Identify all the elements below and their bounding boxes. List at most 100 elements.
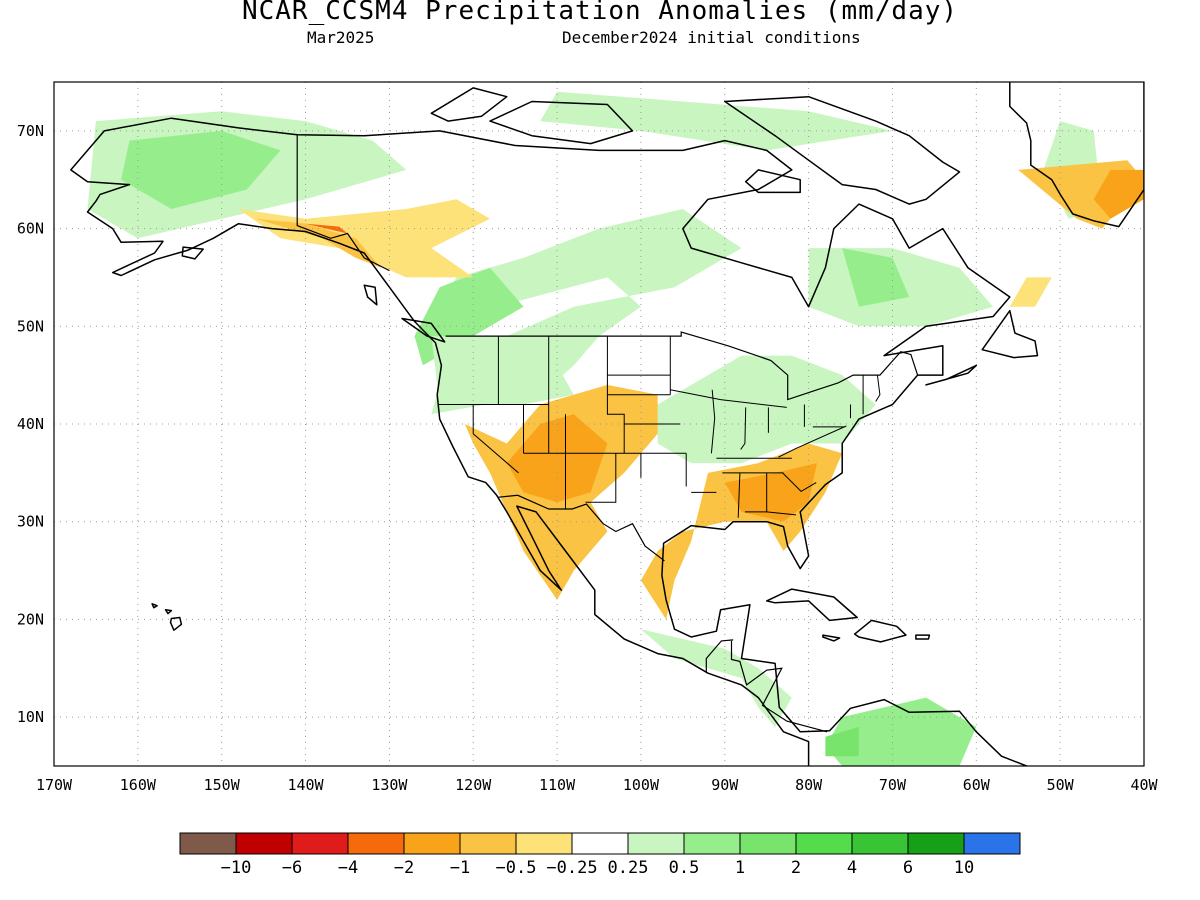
lon-tick-label: 40W [1130,776,1158,794]
state-border [875,375,881,402]
anomaly-shading [87,91,1144,766]
lat-tick-label: 30N [17,513,44,531]
state-border [710,389,716,454]
anomaly-region-22 [1009,277,1052,307]
colorbar-label: 1 [735,858,745,878]
lat-tick-label: 70N [17,122,44,140]
lon-tick-label: 100W [623,776,660,794]
lon-tick-label: 140W [287,776,324,794]
lat-tick-label: 10N [17,708,44,726]
colorbar-swatch [739,832,797,855]
coastline-puerto-rico [915,634,931,640]
colorbar-swatch [963,832,1021,855]
mexico-guatemala-border [705,639,734,673]
anomaly-region-13 [238,199,490,278]
colorbar-label: 0.25 [608,858,649,878]
page-title: NCAR_CCSM4 Precipitation Anomalies (mm/d… [241,0,959,26]
anomaly-region-19 [724,463,817,522]
coastline-kodiak-island [181,246,204,260]
colorbar-label: 10 [954,858,974,878]
state-border [740,407,747,450]
lat-tick-label: 40N [17,415,44,433]
colorbar-swatch [179,832,237,855]
coastline-nova-scotia [925,364,978,386]
latitude-tick-labels: 10N 20N 30N 40N 50N 60N 70N [17,122,44,726]
colorbar-label: −10 [221,858,252,878]
colorbar-label: −4 [338,858,358,878]
state-border [778,425,847,458]
coastlines [70,82,1144,766]
state-border [670,389,787,408]
colorbar-label: 2 [791,858,801,878]
colorbar-swatch [795,832,853,855]
colorbar-label: −0.25 [546,858,597,878]
lon-tick-label: 150W [204,776,241,794]
colorbar-label: 4 [847,858,857,878]
coastline-newfoundland [981,309,1039,359]
coastline-jamaica [822,634,841,642]
coastline-victoria-island [489,100,634,145]
coastline-oahu [151,603,158,609]
lat-tick-label: 20N [17,610,44,628]
state-border [766,511,797,516]
anomaly-region-1 [121,130,281,209]
coastline-hispaniola [853,619,907,643]
colorbar-swatch [571,832,629,855]
map-frame [53,81,1145,767]
anomaly-region-10 [825,726,859,757]
lat-tick-label: 60N [17,220,44,238]
political-borders [296,134,919,733]
coastline-haida-gwaii [363,284,378,306]
lon-tick-label: 110W [539,776,576,794]
colorbar-swatch [291,832,349,855]
us-canada-border [445,331,919,401]
longitude-tick-labels: 170W 160W 150W 140W 130W 120W 110W 100W 90W 80W 70… [36,776,1159,794]
coastline-vancouver-island [401,317,446,343]
coastline-cuba [765,588,858,622]
colorbar-label: −0.5 [496,858,537,878]
alaska-canada-border [296,134,390,272]
coastline-hawaii-big-island [169,616,183,631]
coastline-north-america-mainland [70,117,1028,766]
colorbar-swatch [851,832,909,855]
us-mexico-border [497,494,665,562]
lon-tick-label: 80W [795,776,823,794]
colorbar-label: 6 [903,858,913,878]
lon-tick-label: 50W [1047,776,1075,794]
anomaly-region-4 [431,336,574,405]
lon-tick-label: 90W [711,776,739,794]
colorbar-swatch [347,832,405,855]
colorbar: −10 −6 −4 −2 −1 −0.5 −0.25 0.25 0.5 1 2 4 6 10 [179,832,1021,878]
coastline-maui [164,608,173,615]
colorbar-swatch [403,832,461,855]
coastline-banks-island [430,87,508,122]
initial-conditions: December2024 initial conditions [562,28,861,47]
lon-tick-label: 120W [455,776,492,794]
central-america-borders [730,640,828,733]
lat-tick-label: 50N [17,317,44,335]
lon-tick-label: 70W [879,776,907,794]
colorbar-swatch [627,832,685,855]
state-border [782,472,817,493]
lon-tick-label: 160W [120,776,157,794]
state-border [585,453,617,503]
colorbar-label: 0.5 [669,858,700,878]
anomaly-region-15 [272,220,348,234]
anomaly-region-21 [1093,169,1144,219]
forecast-month: Mar2025 [307,28,375,47]
anomaly-region-9 [825,697,977,766]
colorbar-swatch [235,832,293,855]
colorbar-swatch [907,832,965,855]
colorbar-swatch [683,832,741,855]
anomaly-region-5 [657,355,876,464]
colorbar-label: −1 [450,858,470,878]
state-border [737,472,741,518]
lon-tick-label: 170W [36,776,73,794]
coastline-southampton-island [744,169,801,194]
anomaly-region-17 [506,414,608,503]
colorbar-swatch [515,832,573,855]
lon-tick-label: 130W [371,776,408,794]
state-border [472,404,519,474]
colorbar-label: −2 [394,858,414,878]
